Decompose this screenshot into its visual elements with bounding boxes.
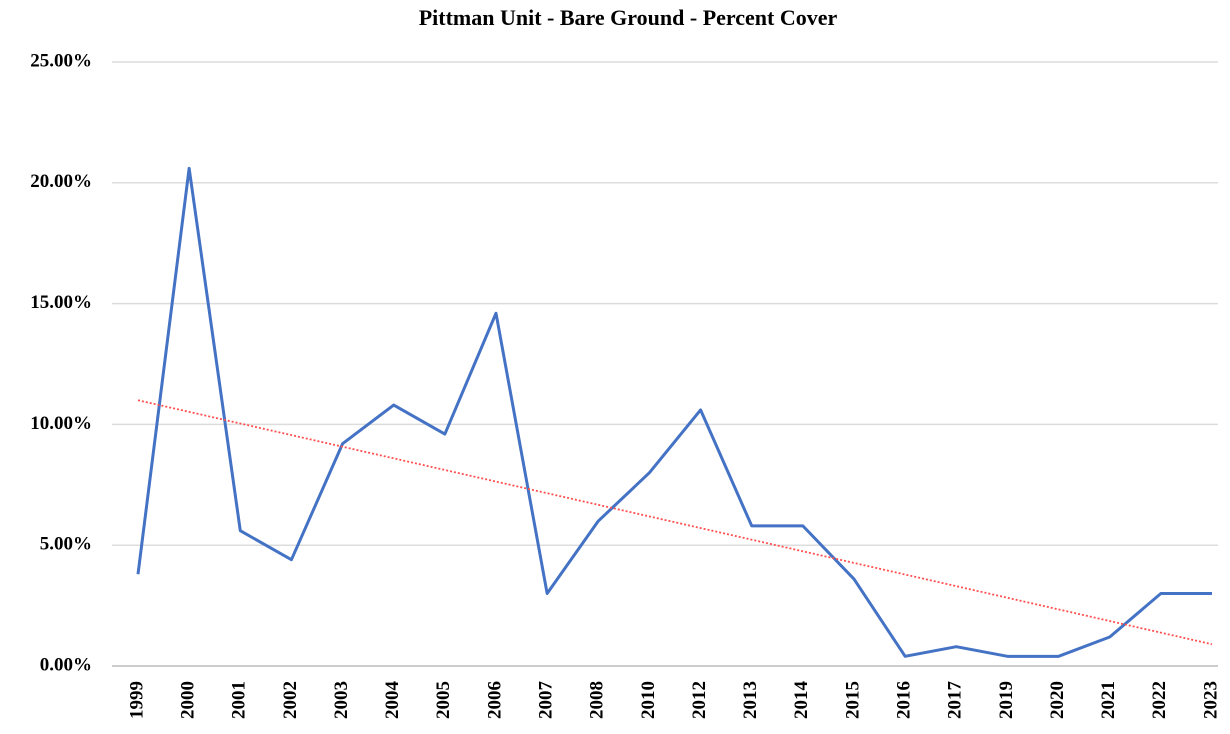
x-tick-label: 2021 xyxy=(1098,681,1119,719)
x-tick-label: 2017 xyxy=(945,681,966,720)
x-tick-label: 2004 xyxy=(382,681,403,720)
y-tick-label: 20.00% xyxy=(30,171,92,192)
y-tick-label: 25.00% xyxy=(30,50,92,71)
chart-title: Pittman Unit - Bare Ground - Percent Cov… xyxy=(419,5,838,30)
x-tick-label: 2007 xyxy=(536,681,557,720)
x-tick-label: 2022 xyxy=(1149,681,1170,719)
x-tick-label: 2000 xyxy=(178,681,199,719)
x-tick-label: 2020 xyxy=(1047,681,1068,719)
data-line xyxy=(136,166,1212,658)
x-tick-label: 2016 xyxy=(894,681,915,719)
x-tick-label: 2003 xyxy=(331,681,352,719)
trend-line xyxy=(137,399,1213,646)
x-tick-label: 2006 xyxy=(484,681,505,719)
y-tick-label: 5.00% xyxy=(40,534,92,555)
x-tick-label: 2005 xyxy=(433,681,454,719)
x-tick-label: 2023 xyxy=(1200,681,1221,719)
y-tick-label: 10.00% xyxy=(30,413,92,434)
x-tick-label: 2013 xyxy=(740,681,761,719)
x-tick-label: 2015 xyxy=(842,681,863,719)
y-tick-label: 0.00% xyxy=(40,654,92,675)
x-tick-label: 2001 xyxy=(229,681,250,719)
x-tick-label: 2002 xyxy=(280,681,301,719)
x-tick-label: 2012 xyxy=(689,681,710,719)
x-tick-label: 2010 xyxy=(638,681,659,719)
x-tick-label: 2014 xyxy=(791,681,812,720)
y-tick-label: 15.00% xyxy=(30,292,92,313)
x-tick-label: 2008 xyxy=(587,681,608,719)
x-tick-label: 1999 xyxy=(126,681,147,719)
x-tick-label: 2019 xyxy=(996,681,1017,719)
